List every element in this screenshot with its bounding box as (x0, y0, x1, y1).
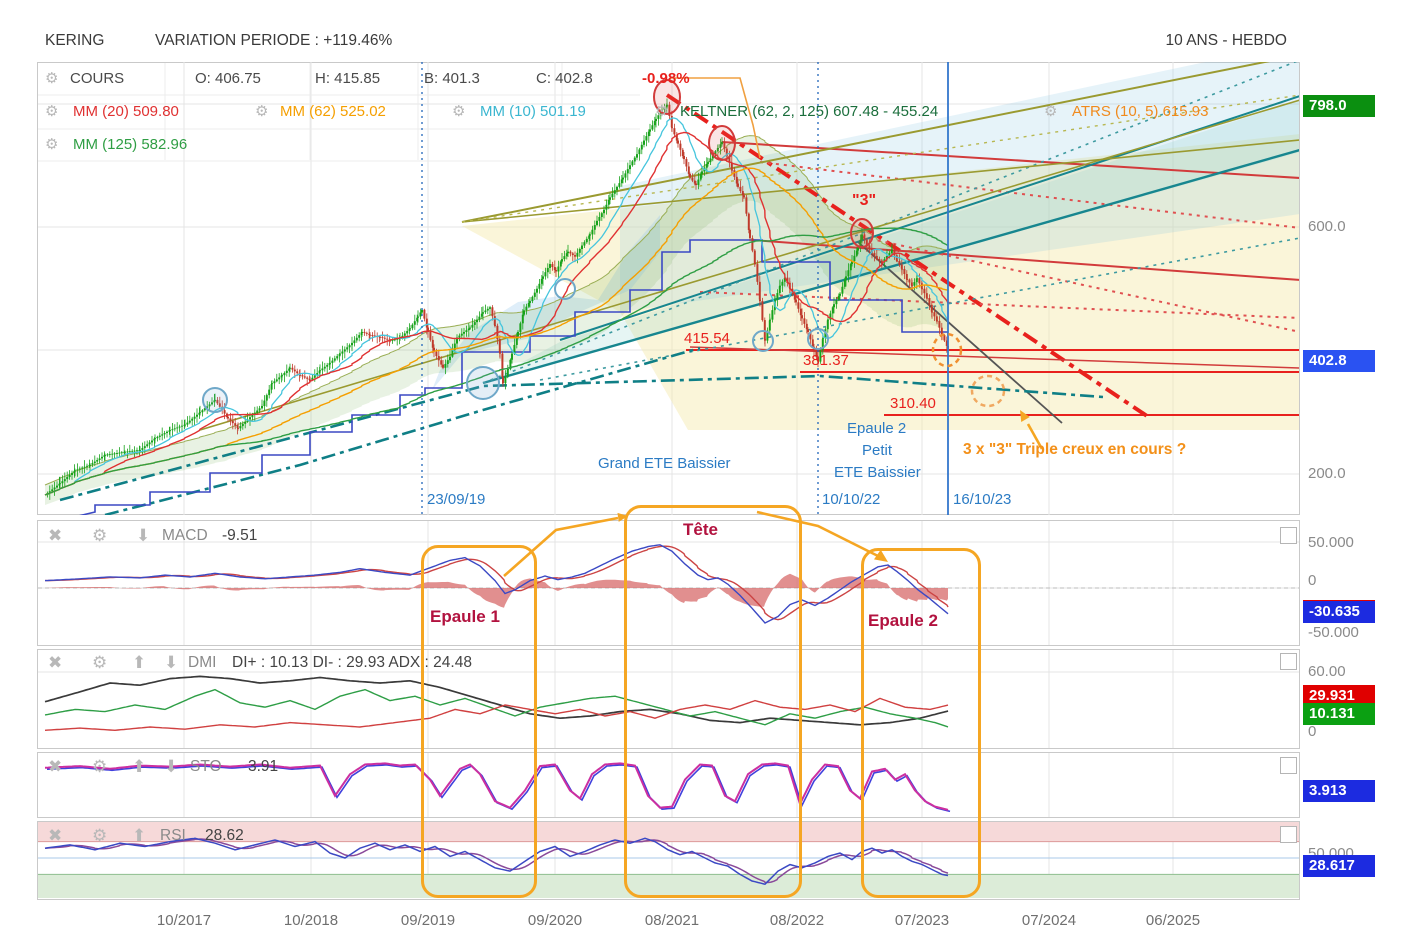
x-axis-tick: 10/2017 (156, 912, 212, 929)
macd-tick-minus50: -50.000 (1308, 624, 1359, 641)
badge-macd-value: -30.635 (1303, 601, 1375, 623)
macd-tick-50: 50.000 (1308, 534, 1354, 551)
legend-low: B: 401.3 (424, 70, 480, 87)
down-icon[interactable]: ⬇ (136, 526, 151, 545)
gear-icon[interactable]: ⚙ (92, 526, 108, 545)
macd-value: -9.51 (222, 527, 258, 544)
x-axis-tick: 07/2023 (894, 912, 950, 929)
badge-di-minus: 29.931 (1303, 685, 1375, 707)
badge-di-plus: 10.131 (1303, 703, 1375, 725)
x-axis-tick: 07/2024 (1021, 912, 1077, 929)
x-axis-tick: 08/2022 (769, 912, 825, 929)
gear-icon[interactable]: ⚙ (1044, 103, 1058, 120)
rsi-title: RSI (160, 827, 186, 844)
annotation-level-415: 415.54 (684, 330, 730, 347)
macd-title: MACD (162, 527, 208, 544)
close-icon[interactable]: ✖ (48, 526, 63, 545)
legend-mm10: MM (10) 501.19 (480, 103, 586, 120)
up-icon[interactable]: ⬆ (132, 826, 147, 845)
gear-icon[interactable]: ⚙ (92, 757, 108, 776)
annotation-level-381: 381.37 (803, 352, 849, 369)
rsi-value: 28.62 (205, 827, 244, 844)
annotation-petit-ete-3: ETE Baissier (834, 464, 921, 481)
close-icon[interactable]: ✖ (48, 653, 63, 672)
legend-keltner: KELTNER (62, 2, 125) 607.48 - 455.24 (680, 103, 939, 120)
x-axis-tick: 09/2019 (400, 912, 456, 929)
down-icon[interactable]: ⬇ (164, 653, 179, 672)
panel-checkbox[interactable] (1280, 826, 1297, 843)
gear-icon[interactable]: ⚙ (45, 103, 59, 120)
date-marker-2023: 16/10/23 (953, 491, 1012, 508)
annotation-three: "3" (852, 192, 877, 209)
gear-icon[interactable]: ⚙ (45, 136, 59, 153)
date-marker-2022: 10/10/22 (822, 491, 881, 508)
close-icon[interactable]: ✖ (48, 757, 63, 776)
head-shoulders-box-3 (861, 548, 981, 898)
gear-icon[interactable]: ⚙ (92, 826, 108, 845)
badge-rsi-value: 28.617 (1303, 855, 1375, 877)
gear-icon[interactable]: ⚙ (92, 653, 108, 672)
legend-mm20: MM (20) 509.80 (73, 103, 179, 120)
date-marker-2019: 23/09/19 (427, 491, 486, 508)
sto-title: STO (190, 758, 222, 775)
x-axis-tick: 10/2018 (283, 912, 339, 929)
annotation-grand-ete: Grand ETE Baissier (598, 455, 731, 472)
price-tick-200: 200.0 (1308, 465, 1346, 482)
legend-high: H: 415.85 (315, 70, 381, 87)
gear-icon[interactable]: ⚙ (45, 70, 59, 87)
x-axis-tick: 06/2025 (1145, 912, 1201, 929)
legend-close: C: 402.8 (536, 70, 593, 87)
gear-icon[interactable]: ⚙ (655, 103, 669, 120)
down-icon[interactable]: ⬇ (164, 757, 179, 776)
price-tick-600: 600.0 (1308, 218, 1346, 235)
annotation-triple-creux: 3 x "3" Triple creux en cours ? (963, 441, 1187, 458)
badge-period-high: 798.0 (1303, 95, 1375, 117)
dmi-tick-60: 60.00 (1308, 663, 1346, 680)
timeframe-label: 10 ANS - HEBDO (1165, 32, 1287, 49)
macd-tick-0: 0 (1308, 572, 1317, 589)
symbol-name: KERING (45, 32, 105, 49)
dmi-title: DMI (188, 654, 217, 671)
sto-value: 3.91 (248, 758, 279, 775)
gear-icon[interactable]: ⚙ (452, 103, 466, 120)
legend-cours: COURS (70, 70, 125, 87)
annotation-petit-ete-2: Petit (862, 442, 893, 459)
panel-checkbox[interactable] (1280, 653, 1297, 670)
x-axis-tick: 09/2020 (527, 912, 583, 929)
legend-change-pct: -0.98% (642, 70, 690, 87)
close-icon[interactable]: ✖ (48, 826, 63, 845)
head-shoulders-box-1 (421, 545, 537, 898)
gear-icon[interactable]: ⚙ (255, 103, 269, 120)
legend-mm125: MM (125) 582.96 (73, 136, 188, 153)
panel-checkbox[interactable] (1280, 527, 1297, 544)
legend-mm62: MM (62) 525.02 (280, 103, 386, 120)
annotation-level-310: 310.40 (890, 395, 936, 412)
period-variation: VARIATION PERIODE : +119.46% (155, 32, 393, 49)
head-shoulders-box-2 (624, 505, 802, 898)
up-icon[interactable]: ⬆ (132, 653, 147, 672)
x-axis-tick: 08/2021 (644, 912, 700, 929)
annotation-petit-ete-1: Epaule 2 (847, 420, 907, 437)
badge-sto-value: 3.913 (1303, 780, 1375, 802)
annotation-tete: Tête (683, 520, 718, 539)
badge-last-price: 402.8 (1303, 350, 1375, 372)
dmi-value: DI+ : 10.13 DI- : 29.93 ADX : 24.48 (232, 654, 472, 671)
legend-open: O: 406.75 (195, 70, 261, 87)
dmi-tick-0: 0 (1308, 723, 1317, 740)
up-icon[interactable]: ⬆ (132, 757, 147, 776)
panel-checkbox[interactable] (1280, 757, 1297, 774)
legend-atrs: ATRS (10, 5) 615.93 (1072, 103, 1209, 120)
